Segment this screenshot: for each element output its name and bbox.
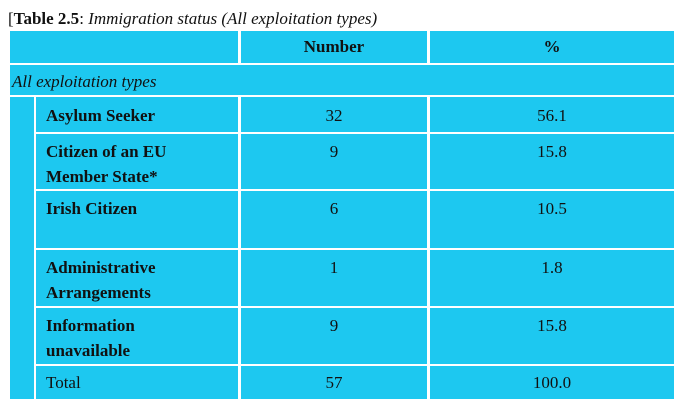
immigration-status-table: Number % All exploitation types Asylum S… xyxy=(10,31,674,399)
row-label-asylum-seeker: Asylum Seeker xyxy=(36,97,238,132)
caption-title: Immigration status (All exploitation typ… xyxy=(88,9,378,28)
caption-label: Table 2.5 xyxy=(13,9,80,28)
caption-separator: : xyxy=(79,9,89,28)
group-row-label: All exploitation types xyxy=(10,65,674,95)
row-percent-eu-citizen: 15.8 xyxy=(430,134,674,189)
table-caption: [Table 2.5: Immigration status (All expl… xyxy=(8,9,377,29)
header-cell-blank xyxy=(10,31,238,63)
row-percent-administrative-arrangements: 1.8 xyxy=(430,250,674,306)
row-label-information-unavailable: Information unavailable xyxy=(36,308,238,364)
row-percent-irish-citizen: 10.5 xyxy=(430,191,674,248)
row-number-administrative-arrangements: 1 xyxy=(241,250,427,306)
caption-bracket: [ xyxy=(8,9,14,28)
row-percent-asylum-seeker: 56.1 xyxy=(430,97,674,132)
indent-strip xyxy=(10,97,34,399)
header-cell-number: Number xyxy=(241,31,427,63)
row-number-irish-citizen: 6 xyxy=(241,191,427,248)
row-number-total: 57 xyxy=(241,366,427,399)
row-number-eu-citizen: 9 xyxy=(241,134,427,189)
row-label-irish-citizen: Irish Citizen xyxy=(36,191,238,248)
row-number-asylum-seeker: 32 xyxy=(241,97,427,132)
row-number-information-unavailable: 9 xyxy=(241,308,427,364)
header-cell-percent: % xyxy=(430,31,674,63)
row-label-eu-citizen: Citizen of an EU Member State* xyxy=(36,134,238,189)
row-percent-total: 100.0 xyxy=(430,366,674,399)
row-label-total: Total xyxy=(36,366,238,399)
row-percent-information-unavailable: 15.8 xyxy=(430,308,674,364)
row-label-administrative-arrangements: Administrative Arrangements xyxy=(36,250,238,306)
